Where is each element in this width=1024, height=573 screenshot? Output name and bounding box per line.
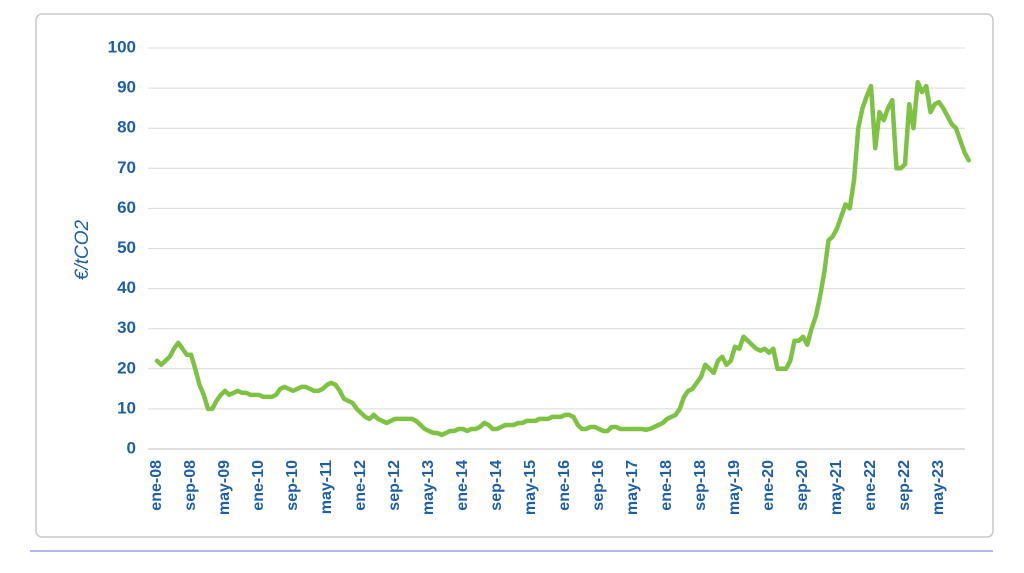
x-tick-label: may-11 (318, 460, 335, 514)
x-tick-label: sep-18 (692, 460, 709, 511)
x-tick-label: may-09 (216, 460, 233, 515)
y-tick-label: 90 (117, 78, 136, 97)
x-tick-label: sep-10 (284, 460, 301, 511)
y-axis-label: €/tCO2 (72, 219, 93, 280)
x-tick-label: sep-14 (488, 460, 505, 511)
y-tick-label: 0 (127, 438, 136, 457)
y-tick-label: 20 (117, 358, 136, 377)
y-tick-label: 10 (117, 398, 136, 417)
x-tick-label: sep-08 (182, 460, 199, 511)
x-tick-label: ene-20 (760, 460, 777, 511)
x-tick-label: ene-08 (148, 460, 165, 511)
x-tick-label: may-23 (930, 460, 947, 515)
x-tick-label: ene-12 (352, 460, 369, 511)
x-tick-label: sep-22 (896, 460, 913, 511)
y-tick-label: 70 (117, 158, 136, 177)
chart-frame (35, 13, 994, 538)
x-tick-label: may-21 (828, 460, 845, 515)
x-tick-label: sep-20 (794, 460, 811, 511)
price-line (154, 79, 971, 438)
y-tick-label: 40 (117, 278, 136, 297)
x-tick-label: ene-22 (862, 460, 879, 511)
y-tick-label: 100 (108, 37, 136, 56)
y-tick-label: 80 (117, 118, 136, 137)
y-tick-label: 30 (117, 318, 136, 337)
x-tick-label: sep-12 (386, 460, 403, 511)
x-tick-label: may-17 (624, 460, 641, 515)
x-tick-label: ene-18 (658, 460, 675, 511)
x-tick-label: sep-16 (590, 460, 607, 511)
x-tick-label: ene-16 (556, 460, 573, 511)
x-tick-label: ene-14 (454, 460, 471, 511)
y-tick-label: 60 (117, 198, 136, 217)
x-tick-label: may-19 (726, 460, 743, 515)
x-tick-label: may-13 (420, 460, 437, 515)
x-tick-label: may-15 (522, 460, 539, 515)
y-tick-label: 50 (117, 238, 136, 257)
x-tick-label: ene-10 (250, 460, 267, 511)
